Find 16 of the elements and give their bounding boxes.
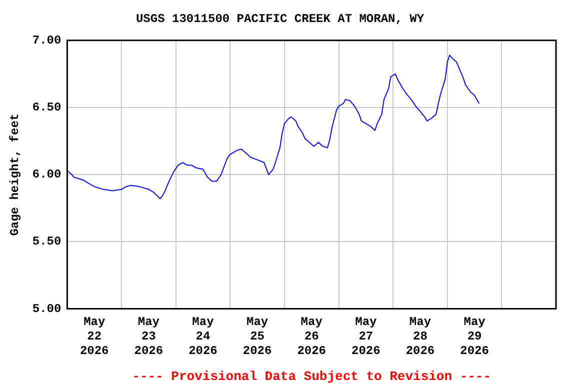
text: ---- Provisional Data Subject to Revision ---- <box>132 369 492 384</box>
x-tick-label: May 26 2026 <box>297 315 326 358</box>
x-tick-label: May 27 2026 <box>352 315 380 358</box>
y-tick-label: 6.50 <box>32 100 62 115</box>
x-tick-label: May 25 2026 <box>242 315 272 358</box>
y-tick-label: 5.50 <box>32 234 62 249</box>
chart-title: USGS 13011500 PACIFIC CREEK AT MORAN, WY <box>136 12 425 26</box>
x-tick-label: May 28 2026 <box>406 315 435 358</box>
x-tick-label: May 22 2026 <box>80 315 109 358</box>
y-tick-label: 7.00 <box>32 33 62 48</box>
x-tick-label: May 24 2026 <box>188 315 218 358</box>
y-tick-label: 6.00 <box>32 168 62 182</box>
x-tick-label: May 23 2026 <box>134 315 164 358</box>
y-tick-label: 5.00 <box>32 302 62 316</box>
x-tick-label: May 29 2026 <box>460 315 489 358</box>
y-axis-title: Gage height, feet <box>8 113 22 236</box>
